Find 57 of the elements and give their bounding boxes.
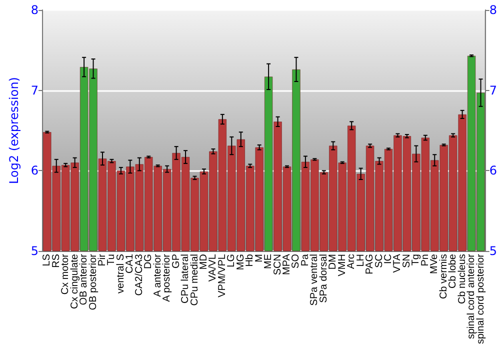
y2-tick-label: 8	[489, 3, 498, 17]
x-tick-label: DM	[328, 254, 339, 270]
y-tick-label: 7	[30, 83, 39, 98]
x-tick-label: SN	[401, 254, 412, 268]
x-tick-label: Cx cingulate	[69, 254, 80, 310]
x-tick-label: DG	[143, 254, 154, 269]
y-tick-label: 6	[30, 164, 39, 178]
x-tick-label: ME	[263, 254, 274, 269]
x-tick-label: VTA	[392, 254, 404, 273]
x-tick-label: spinal cord anterior	[466, 253, 478, 340]
x-tick-label: M	[254, 254, 265, 262]
x-tick-label: Tu	[106, 254, 118, 266]
x-tick-label: Pn	[420, 254, 431, 266]
x-tick-label: Pa	[300, 254, 311, 266]
x-tick-label: LH	[355, 254, 366, 267]
x-tick-label: SC	[374, 254, 385, 268]
x-tick-label: SCN	[272, 254, 284, 276]
x-tick-label: LG	[226, 254, 238, 268]
x-tick-label: CPu medial	[189, 254, 200, 306]
x-tick-label: Cb nucleus	[456, 254, 468, 304]
x-tick-label: LS	[42, 254, 53, 266]
x-tick-label: SO	[290, 254, 302, 268]
x-tick-label: Pir	[97, 253, 108, 266]
y-tick-label: 8	[30, 3, 39, 17]
x-tick-label: IC	[382, 254, 394, 264]
x-tick-label: ventral S	[115, 254, 126, 294]
x-tick-label: Cx motor	[60, 253, 72, 295]
x-tick-label: SPa ventral	[309, 254, 320, 306]
x-tick-label: Cb lobe	[448, 254, 459, 288]
x-tick-label: CPu lateral	[180, 254, 192, 304]
x-tick-label: MD	[198, 254, 210, 270]
x-tick-label: Arc	[346, 254, 358, 269]
x-tick-label: PAG	[364, 254, 376, 274]
x-tick-label: Hb	[244, 254, 256, 267]
x-tick-label: GP	[170, 254, 182, 268]
x-tick-label: VMH	[336, 254, 348, 276]
x-tick-label: VPM/VPL	[216, 254, 228, 298]
x-tick-label: A anterior	[152, 253, 164, 297]
x-tick-label: A posterior	[162, 253, 173, 302]
y2-tick-label: 5	[489, 244, 498, 258]
y2-tick-label: 6	[489, 164, 498, 178]
x-tick-label: MPA	[282, 254, 293, 275]
y-tick-label: 5	[30, 244, 39, 258]
x-tick-label: MVe	[429, 254, 440, 274]
x-tick-label: SPa dorsal	[318, 254, 330, 303]
x-tick-label: OB posterior	[88, 253, 99, 310]
x-tick-label: VA/VL	[208, 254, 219, 282]
x-tick-label: Cb vermis	[438, 254, 450, 300]
y2-tick-label: 7	[489, 83, 498, 98]
x-tick-label: OB anterior	[78, 253, 90, 306]
x-tick-label: CA1	[124, 254, 136, 274]
x-tick-label: CA2/CA3	[134, 254, 145, 296]
y-axis-title: Log2 (expression)	[7, 77, 21, 184]
x-tick-label: Tg	[410, 254, 422, 266]
x-tick-label: RS	[50, 254, 62, 268]
x-tick-label: spinal cord posterior	[475, 253, 486, 344]
x-tick-label: MG	[235, 254, 246, 270]
